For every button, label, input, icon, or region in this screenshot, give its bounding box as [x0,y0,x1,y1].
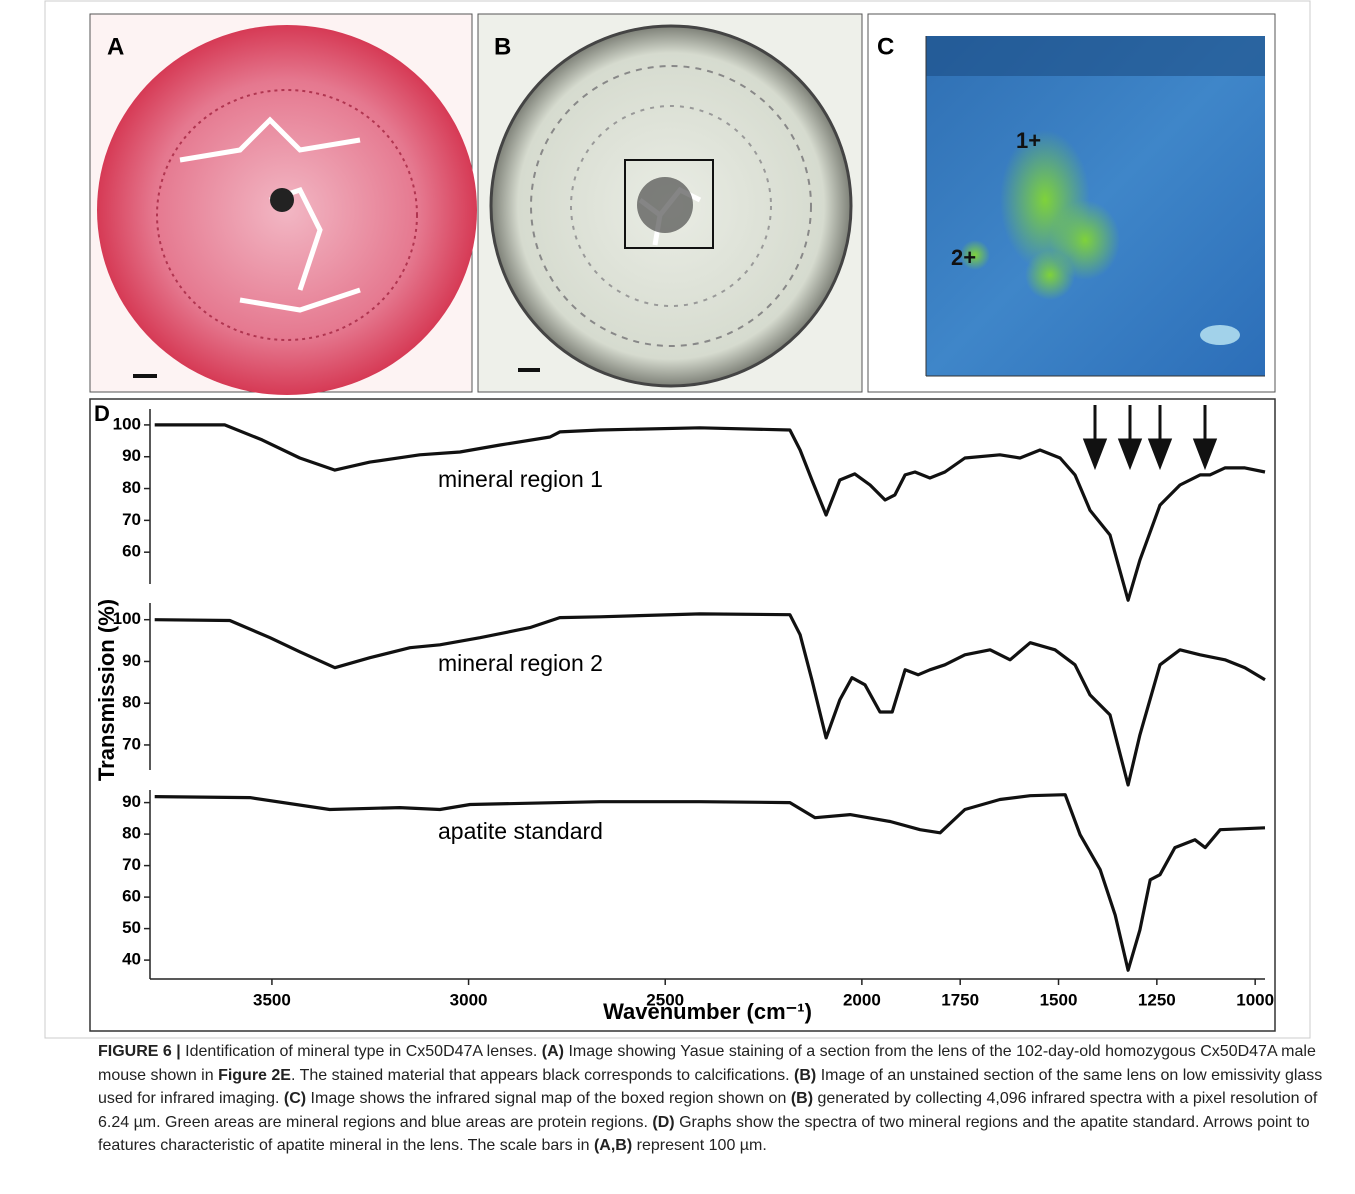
y-tick-label: 50 [122,918,141,937]
caption-run: Identification of mineral type in Cx50D4… [185,1043,542,1060]
x-tick-label: 1750 [941,990,979,1009]
map-label: 2+ [951,245,976,270]
x-tick-label: 3000 [450,990,488,1009]
caption-run: Image shows the infrared signal map of t… [306,1090,791,1108]
caption-run: . The stained material that appears blac… [290,1066,795,1084]
figure-caption: FIGURE 6 | Identification of mineral typ… [98,1040,1328,1158]
spectrum-line [154,793,1266,972]
figure: A B C 1+ 2+ D 60 70 80 90 100 mineral region … [44,0,1311,1039]
panel-b-image [477,13,863,393]
caption-run: generated by collecting 4,096 infrared s… [98,1090,1318,1131]
caption-run: Image showing Yasue staining of a sectio… [98,1043,1316,1084]
y-tick-label: 70 [122,734,141,753]
caption-run: Figure 2E [218,1066,291,1084]
caption-run: Image of an unstained section of the sam… [98,1066,1323,1108]
panel-c-map [867,13,1276,393]
y-axis-title: Transmission (%) [94,599,119,781]
x-axis-title: Wavenumber (cm⁻¹) [603,999,812,1024]
panel-a-image [89,13,477,395]
apatite-arrows [1082,405,1218,471]
caption-run: (B) [790,1090,814,1108]
y-tick-label: 40 [122,950,141,969]
y-tick-label: 60 [122,887,141,906]
caption-run: represent 100 µm. [632,1137,767,1155]
caption-run: (A) [541,1043,565,1060]
spectrum-line [154,423,1266,602]
x-tick-label: 1500 [1040,990,1078,1009]
x-tick-label: 3500 [253,990,291,1009]
map-label: 1+ [1016,128,1041,153]
panel-label: A [107,33,124,60]
panel-label: C [877,33,894,60]
y-tick-label: 70 [122,510,141,529]
x-tick-label: 2500 [646,990,684,1009]
panel-label: D [94,401,110,426]
y-tick-label: 70 [122,855,141,874]
y-tick-label: 90 [122,792,141,811]
caption-run: FIGURE 6 | [98,1043,186,1060]
y-tick-label: 80 [122,824,141,843]
y-tick-label: 60 [122,542,141,561]
caption-run: (B) [794,1066,817,1084]
caption-run: (C) [283,1090,307,1108]
caption-run: (D) [652,1113,675,1131]
y-tick-label: 90 [122,446,141,465]
x-tick-label: 1250 [1138,990,1176,1009]
spectrum-label: mineral region 2 [438,650,603,676]
y-tick-label: 100 [113,414,141,433]
caption-run: (A,B) [593,1137,633,1155]
panel-label: B [494,33,511,60]
spectrum-label: mineral region 1 [438,466,603,492]
spectrum-line [154,612,1266,787]
figure-frame [44,0,1311,1039]
y-tick-label: 80 [122,693,141,712]
caption-run: Graphs show the spectra of two mineral r… [98,1113,1310,1155]
y-tick-label: 90 [122,651,141,670]
spectrum-label: apatite standard [438,818,603,844]
panel-d-frame [89,398,1276,1032]
x-tick-label: 1000 [1236,990,1274,1009]
y-tick-label: 80 [122,478,141,497]
x-tick-label: 2000 [843,990,881,1009]
y-tick-label: 100 [113,609,141,628]
